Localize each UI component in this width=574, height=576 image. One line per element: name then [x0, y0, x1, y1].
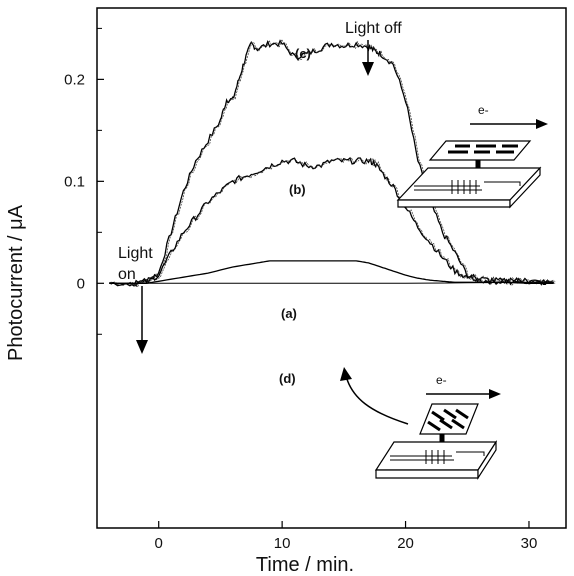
- series-line-d: [109, 281, 554, 284]
- series-line-b: [109, 156, 554, 287]
- inset-top-arrowhead: [536, 119, 548, 129]
- inset-bottom-substrate-edge2: [477, 439, 497, 481]
- inset-bottom-substrate-edge1: [375, 469, 479, 479]
- light-on-annotation: Light on: [118, 245, 153, 354]
- inset-bottom-chip-pattern: [427, 408, 469, 432]
- curve-label-a: (a): [281, 306, 297, 321]
- curved-pointer-arrowhead: [340, 367, 352, 381]
- series-line-c: [109, 39, 554, 287]
- inset-bottom-arrowhead: [489, 389, 501, 399]
- curved-pointer-arrow: [345, 375, 409, 425]
- curve-label-b: (b): [289, 182, 306, 197]
- series-lines: [109, 38, 556, 288]
- light-on-text-line1: Light: [118, 245, 153, 262]
- y-axis-label: Photocurrent / μA: [5, 204, 27, 361]
- series-trace-c: [110, 38, 556, 286]
- x-tick-label-20: 20: [397, 535, 414, 552]
- inset-top-device: e-: [396, 103, 548, 209]
- light-off-text: Light off: [345, 20, 402, 37]
- inset-bottom-electrodes: [390, 450, 485, 464]
- plot-frame: [96, 7, 567, 529]
- inset-bottom-electron-label: e-: [436, 373, 447, 387]
- x-tick-label-0: 0: [155, 535, 163, 552]
- light-on-text-line2: on: [118, 266, 136, 283]
- inset-bottom-chip: [419, 403, 479, 435]
- plot-border: [96, 7, 567, 529]
- inset-top-chip-pattern: [448, 144, 518, 154]
- inset-top-electrodes: [414, 180, 521, 194]
- curve-label-c: (c): [295, 46, 311, 61]
- axis-ticks: 0 10 20 30 0 0.1 0.2: [64, 27, 538, 552]
- light-off-arrowhead: [362, 62, 374, 76]
- y-tick-label-0: 0: [77, 275, 85, 292]
- x-tick-label-30: 30: [521, 535, 538, 552]
- series-trace-b: [110, 157, 556, 288]
- inset-bottom-device: e-: [374, 373, 501, 481]
- inset-top-electron-label: e-: [478, 103, 489, 117]
- y-tick-label-0.1: 0.1: [64, 173, 85, 190]
- inset-top-substrate-edge1: [397, 199, 511, 208]
- inset-top-substrate-edge2: [509, 166, 541, 209]
- x-axis-label: Time / min.: [256, 554, 354, 576]
- series-line-a: [109, 260, 554, 284]
- curve-label-d: (d): [279, 371, 296, 386]
- light-off-annotation: Light off: [345, 20, 402, 76]
- y-tick-label-0.2: 0.2: [64, 71, 85, 88]
- light-on-arrowhead: [136, 340, 148, 354]
- curve-labels: (c) (b) (a) (d): [279, 46, 311, 386]
- x-tick-label-10: 10: [274, 535, 291, 552]
